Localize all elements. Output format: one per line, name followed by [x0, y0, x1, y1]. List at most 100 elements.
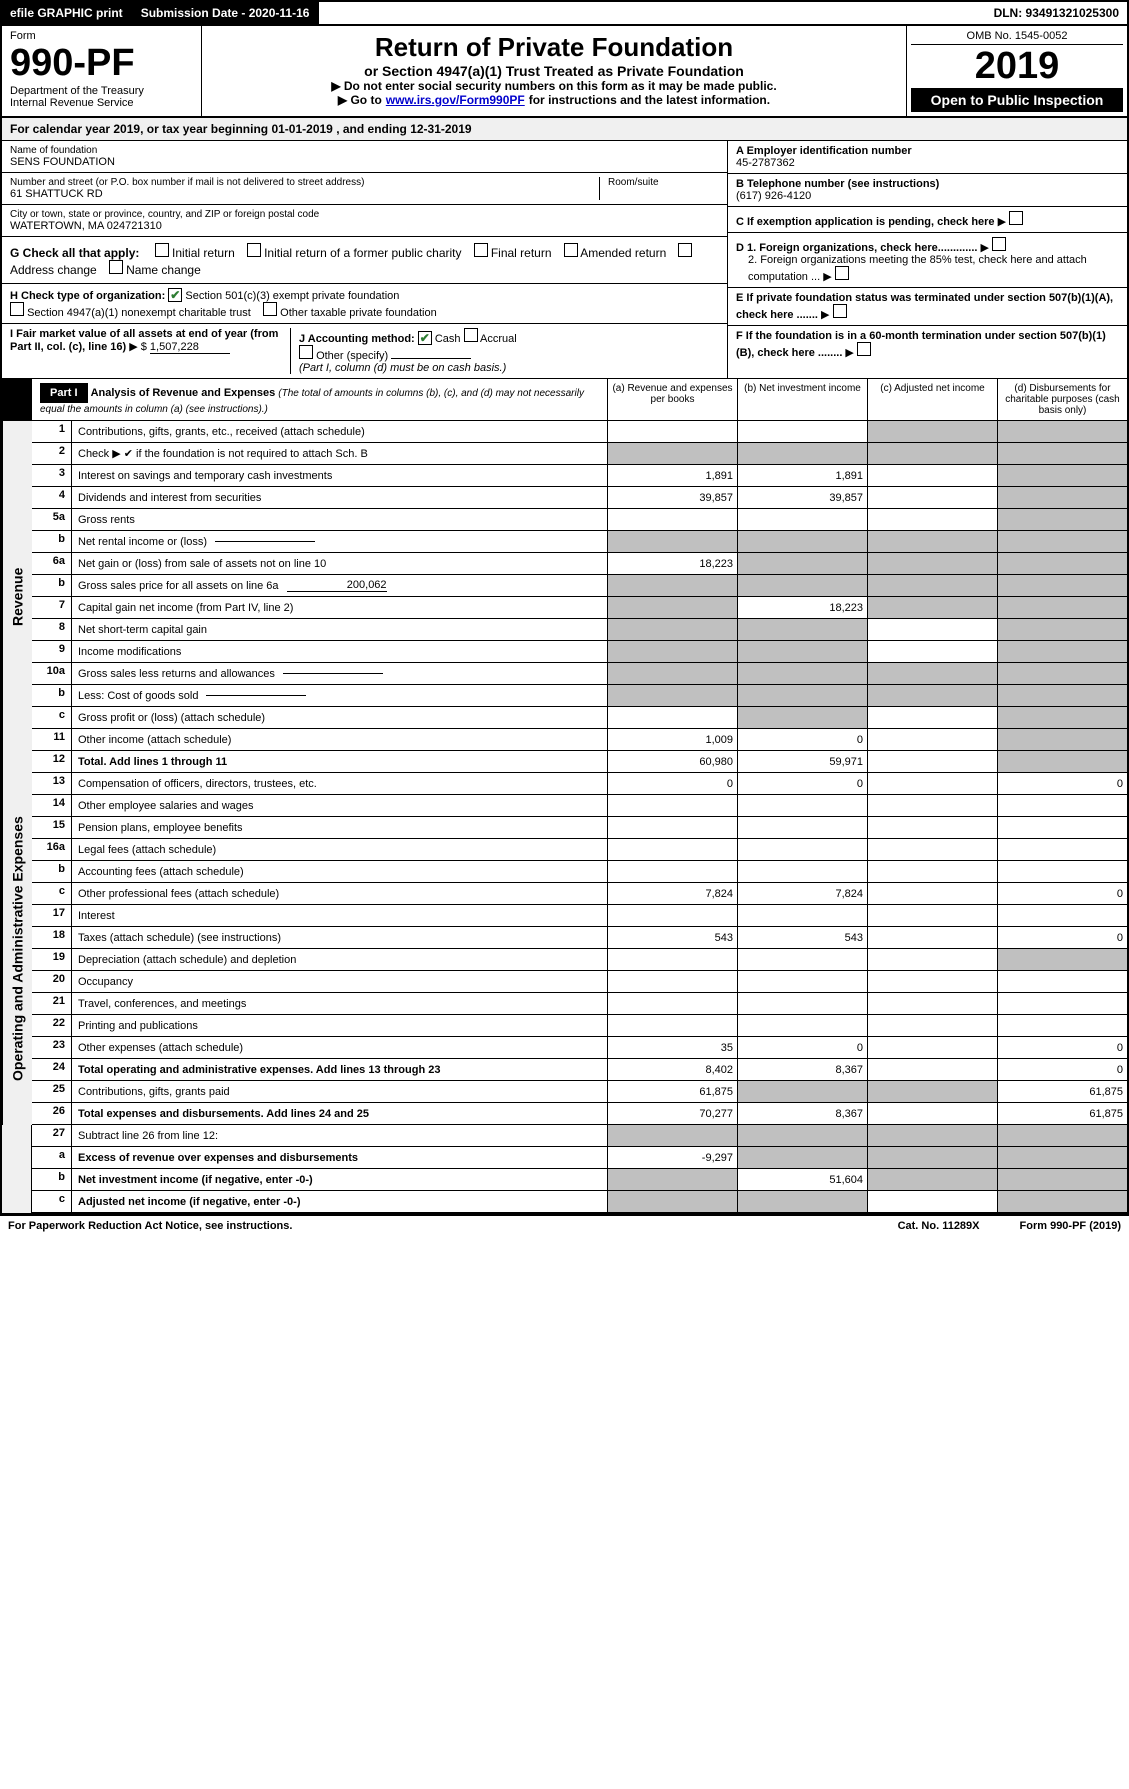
- dln: DLN: 93491321025300: [986, 2, 1127, 24]
- e-checkbox[interactable]: [833, 304, 847, 318]
- j-cash-checkbox[interactable]: [418, 331, 432, 345]
- row-sub-input[interactable]: 200,062: [287, 579, 387, 592]
- row-val-a: [607, 949, 737, 970]
- row-val-d: [997, 729, 1127, 750]
- table-row: 20Occupancy: [32, 971, 1127, 993]
- row-label: Total operating and administrative expen…: [72, 1059, 607, 1080]
- calendar-year-row: For calendar year 2019, or tax year begi…: [2, 118, 1127, 141]
- table-row: 21Travel, conferences, and meetings: [32, 993, 1127, 1015]
- j-accrual-checkbox[interactable]: [464, 328, 478, 342]
- g-checkbox[interactable]: [474, 243, 488, 257]
- row-val-b: 39,857: [737, 487, 867, 508]
- row-val-c: [867, 993, 997, 1014]
- row-val-d: [997, 861, 1127, 882]
- phone: (617) 926-4120: [736, 190, 1119, 202]
- row-val-d: [997, 575, 1127, 596]
- row-number: 24: [32, 1059, 72, 1080]
- address-cell: Number and street (or P.O. box number if…: [2, 173, 727, 205]
- row-label: Subtract line 26 from line 12:: [72, 1125, 607, 1146]
- row-label: Other expenses (attach schedule): [72, 1037, 607, 1058]
- table-row: 1Contributions, gifts, grants, etc., rec…: [32, 421, 1127, 443]
- form-title: Return of Private Foundation: [208, 32, 900, 63]
- row-val-c: [867, 465, 997, 486]
- instr-1: ▶ Do not enter social security numbers o…: [208, 79, 900, 93]
- table-row: 19Depreciation (attach schedule) and dep…: [32, 949, 1127, 971]
- row-label: Net investment income (if negative, ente…: [72, 1169, 607, 1190]
- row-val-a: -9,297: [607, 1147, 737, 1168]
- submission-date: Submission Date - 2020-11-16: [133, 2, 320, 24]
- row-val-c: [867, 1081, 997, 1102]
- row-number: 25: [32, 1081, 72, 1102]
- j-accrual: Accrual: [480, 333, 517, 345]
- row-sub-input[interactable]: [206, 695, 306, 696]
- j-other-input[interactable]: [391, 358, 471, 359]
- section-h: H Check type of organization: Section 50…: [2, 284, 727, 324]
- row-val-c: [867, 795, 997, 816]
- c-label: C If exemption application is pending, c…: [736, 216, 995, 228]
- row-val-b: 0: [737, 1037, 867, 1058]
- row-val-d: [997, 509, 1127, 530]
- j-other-checkbox[interactable]: [299, 345, 313, 359]
- row-val-a: 0: [607, 773, 737, 794]
- row-number: 5a: [32, 509, 72, 530]
- footer-center: Cat. No. 11289X: [898, 1220, 980, 1232]
- table-row: 17Interest: [32, 905, 1127, 927]
- h-opt1-checkbox[interactable]: [168, 288, 182, 302]
- row-val-a: [607, 1125, 737, 1146]
- row-val-a: [607, 663, 737, 684]
- row-val-d: [997, 553, 1127, 574]
- row-val-c: [867, 1015, 997, 1036]
- row-val-c: [867, 1059, 997, 1080]
- d1-checkbox[interactable]: [992, 237, 1006, 251]
- irs-link[interactable]: www.irs.gov/Form990PF: [386, 93, 525, 107]
- row-label: Accounting fees (attach schedule): [72, 861, 607, 882]
- row-number: 19: [32, 949, 72, 970]
- row-label: Gross sales less returns and allowances: [72, 663, 607, 684]
- table-row: bNet rental income or (loss): [32, 531, 1127, 553]
- row-val-b: [737, 861, 867, 882]
- row-val-a: 35: [607, 1037, 737, 1058]
- f-cell: F If the foundation is in a 60-month ter…: [728, 326, 1127, 363]
- g-checkbox[interactable]: [109, 260, 123, 274]
- page-footer: For Paperwork Reduction Act Notice, see …: [0, 1215, 1129, 1236]
- row-number: b: [32, 575, 72, 596]
- row-label: Total. Add lines 1 through 11: [72, 751, 607, 772]
- g-checkbox[interactable]: [247, 243, 261, 257]
- row-sub-input[interactable]: [283, 673, 383, 674]
- g-checkbox[interactable]: [155, 243, 169, 257]
- row-val-d: [997, 531, 1127, 552]
- calyear-end: 12-31-2019: [410, 122, 471, 136]
- g-checkbox[interactable]: [564, 243, 578, 257]
- row-sub-input[interactable]: [215, 541, 315, 542]
- c-cell: C If exemption application is pending, c…: [728, 207, 1127, 233]
- table-row: bGross sales price for all assets on lin…: [32, 575, 1127, 597]
- row-val-a: [607, 575, 737, 596]
- table-row: 6aNet gain or (loss) from sale of assets…: [32, 553, 1127, 575]
- row-number: c: [32, 707, 72, 728]
- f-checkbox[interactable]: [857, 342, 871, 356]
- row-val-a: [607, 1191, 737, 1212]
- d2-checkbox[interactable]: [835, 266, 849, 280]
- h-opt2-checkbox[interactable]: [10, 302, 24, 316]
- row-number: 12: [32, 751, 72, 772]
- row-val-c: [867, 1169, 997, 1190]
- row-val-d: 0: [997, 927, 1127, 948]
- row-val-c: [867, 817, 997, 838]
- row-label: Gross profit or (loss) (attach schedule): [72, 707, 607, 728]
- row-val-d: 0: [997, 773, 1127, 794]
- h-opt3-checkbox[interactable]: [263, 302, 277, 316]
- row-label: Depreciation (attach schedule) and deple…: [72, 949, 607, 970]
- row-number: 14: [32, 795, 72, 816]
- c-checkbox[interactable]: [1009, 211, 1023, 225]
- section-g: G Check all that apply: Initial return I…: [2, 237, 727, 284]
- row-label: Less: Cost of goods sold: [72, 685, 607, 706]
- row-val-d: [997, 839, 1127, 860]
- row-number: b: [32, 685, 72, 706]
- f-label: F If the foundation is in a 60-month ter…: [736, 330, 1106, 359]
- col-c-header: (c) Adjusted net income: [867, 379, 997, 420]
- foundation-name-cell: Name of foundation SENS FOUNDATION: [2, 141, 727, 173]
- table-row: 12Total. Add lines 1 through 1160,98059,…: [32, 751, 1127, 773]
- g-checkbox[interactable]: [678, 243, 692, 257]
- row-val-b: [737, 531, 867, 552]
- name-label: Name of foundation: [10, 145, 719, 156]
